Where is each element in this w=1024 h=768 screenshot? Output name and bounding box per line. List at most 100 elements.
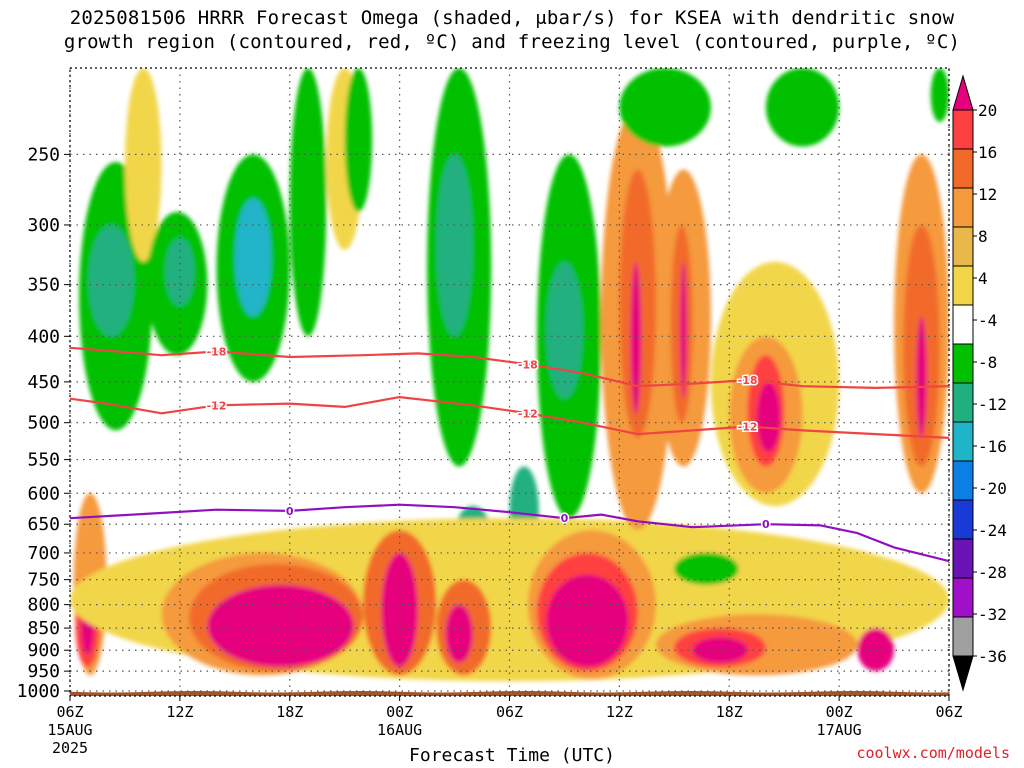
omega-cell xyxy=(88,224,135,337)
contour-label: -18 xyxy=(518,358,538,371)
omega-cell xyxy=(916,316,928,438)
x-tick-label: 18Z xyxy=(276,703,303,721)
x-tick-label: 12Z xyxy=(606,703,633,721)
colorbar-tick-label: -24 xyxy=(978,521,1007,540)
contour-line xyxy=(70,503,949,563)
x-tick-label: 12Z xyxy=(166,703,193,721)
colorbar-bin xyxy=(952,421,974,462)
chart-title: 2025081506 HRRR Forecast Omega (shaded, … xyxy=(0,6,1024,54)
colorbar-tick-label: 12 xyxy=(978,185,997,204)
x-tick-label: 00Z xyxy=(826,703,853,721)
omega-cell xyxy=(207,584,354,668)
colorbar-bin xyxy=(952,187,974,228)
y-tick-label: 400 xyxy=(27,326,60,347)
colorbar-tick-label: 8 xyxy=(978,227,988,246)
y-tick-label: 250 xyxy=(27,144,60,165)
contour-label: 0 xyxy=(286,505,294,518)
contour-label: 0 xyxy=(762,518,770,531)
y-tick-label: 750 xyxy=(27,570,60,591)
colorbar-bin xyxy=(952,577,974,618)
y-tick-label: 900 xyxy=(27,640,60,661)
y-tick-label: 800 xyxy=(27,595,60,616)
colorbar-bin xyxy=(952,499,974,540)
colorbar-tick-label: 4 xyxy=(978,269,988,288)
omega-cell xyxy=(546,574,629,668)
contour-label: -12 xyxy=(207,399,227,412)
omega-cell xyxy=(234,198,272,317)
colorbar-tick-label: -32 xyxy=(978,605,1007,624)
colorbar-tick-label: -28 xyxy=(978,563,1007,582)
x-tick-label: 06Z xyxy=(496,703,523,721)
colorbar-tick-label: -12 xyxy=(978,395,1007,414)
omega-cell xyxy=(445,604,473,663)
credit-text: coolwx.com/models xyxy=(856,744,1010,762)
x-axis-label: Forecast Time (UTC) xyxy=(409,745,615,766)
title-line-2: growth region (contoured, red, ºC) and f… xyxy=(63,31,961,53)
omega-cell xyxy=(124,68,162,262)
colorbar-tick-label: -20 xyxy=(978,479,1007,498)
y-tick-label: 1000 xyxy=(17,681,60,702)
x-tick-label: 06Z xyxy=(935,703,962,721)
y-tick-label: 850 xyxy=(27,618,60,639)
y-tick-label: 500 xyxy=(27,413,60,434)
omega-cell xyxy=(930,68,949,123)
x-tick-date: 15AUG xyxy=(47,721,92,739)
colorbar: 20 16 12 8 4 -4 -8 -12 -16 -20 -24 -28 -32 -36 xyxy=(952,74,1007,692)
x-tick-date: 16AUG xyxy=(377,721,422,739)
contour-line xyxy=(70,396,949,439)
x-tick-label: 18Z xyxy=(716,703,743,721)
omega-cell xyxy=(546,261,583,399)
colorbar-bin xyxy=(952,265,974,306)
y-tick-label: 950 xyxy=(27,661,60,682)
y-tick-label: 350 xyxy=(27,275,60,296)
omega-cell xyxy=(344,68,373,212)
omega-cell xyxy=(857,628,895,672)
title-line-1: 2025081506 HRRR Forecast Omega (shaded, … xyxy=(69,7,955,29)
y-tick-label: 700 xyxy=(27,543,60,564)
x-tick-label: 06Z xyxy=(56,703,83,721)
x-tick-date: 17AUG xyxy=(817,721,862,739)
colorbar-tick-label: 20 xyxy=(978,101,997,120)
omega-cell xyxy=(630,261,642,415)
colorbar-bin xyxy=(952,226,974,267)
y-tick-label: 450 xyxy=(27,372,60,393)
contour-line xyxy=(70,346,949,389)
colorbar-bin xyxy=(952,304,974,345)
y-tick-label: 650 xyxy=(27,514,60,535)
omega-cell xyxy=(674,552,739,585)
colorbar-cap-bottom xyxy=(952,655,974,692)
colorbar-bin xyxy=(952,343,974,384)
omega-cell xyxy=(165,237,195,307)
contour-label: 0 xyxy=(561,512,569,525)
contour-label: -12 xyxy=(738,421,758,434)
contour-label: -18 xyxy=(738,374,758,387)
contour-label: -18 xyxy=(207,345,227,358)
omega-cell xyxy=(381,552,418,668)
colorbar-tick-label: -4 xyxy=(978,311,997,330)
y-tick-label: 300 xyxy=(27,215,60,236)
y-tick-label: 550 xyxy=(27,450,60,471)
x-tick-year: 2025 xyxy=(52,739,88,757)
colorbar-bin xyxy=(952,538,974,579)
omega-cell xyxy=(679,261,688,399)
omega-cell xyxy=(436,154,473,337)
y-tick-label: 600 xyxy=(27,483,60,504)
colorbar-bin xyxy=(952,109,974,150)
omega-cell xyxy=(619,68,711,147)
omega-cell xyxy=(289,68,327,337)
y-axis: 2503003504004505005506006507007508008509… xyxy=(17,144,70,702)
contour-label: -12 xyxy=(518,407,538,420)
grid-lines xyxy=(69,68,950,696)
colorbar-cap-top xyxy=(952,74,974,111)
colorbar-bin xyxy=(952,148,974,189)
colorbar-tick-label: -8 xyxy=(978,353,997,372)
colorbar-tick-label: -36 xyxy=(978,647,1007,666)
colorbar-tick-label: -16 xyxy=(978,437,1007,456)
colorbar-bin xyxy=(952,460,974,501)
colorbar-bin xyxy=(952,382,974,423)
colorbar-tick-label: 16 xyxy=(978,143,997,162)
colorbar-bin xyxy=(952,616,974,657)
x-tick-label: 00Z xyxy=(386,703,413,721)
